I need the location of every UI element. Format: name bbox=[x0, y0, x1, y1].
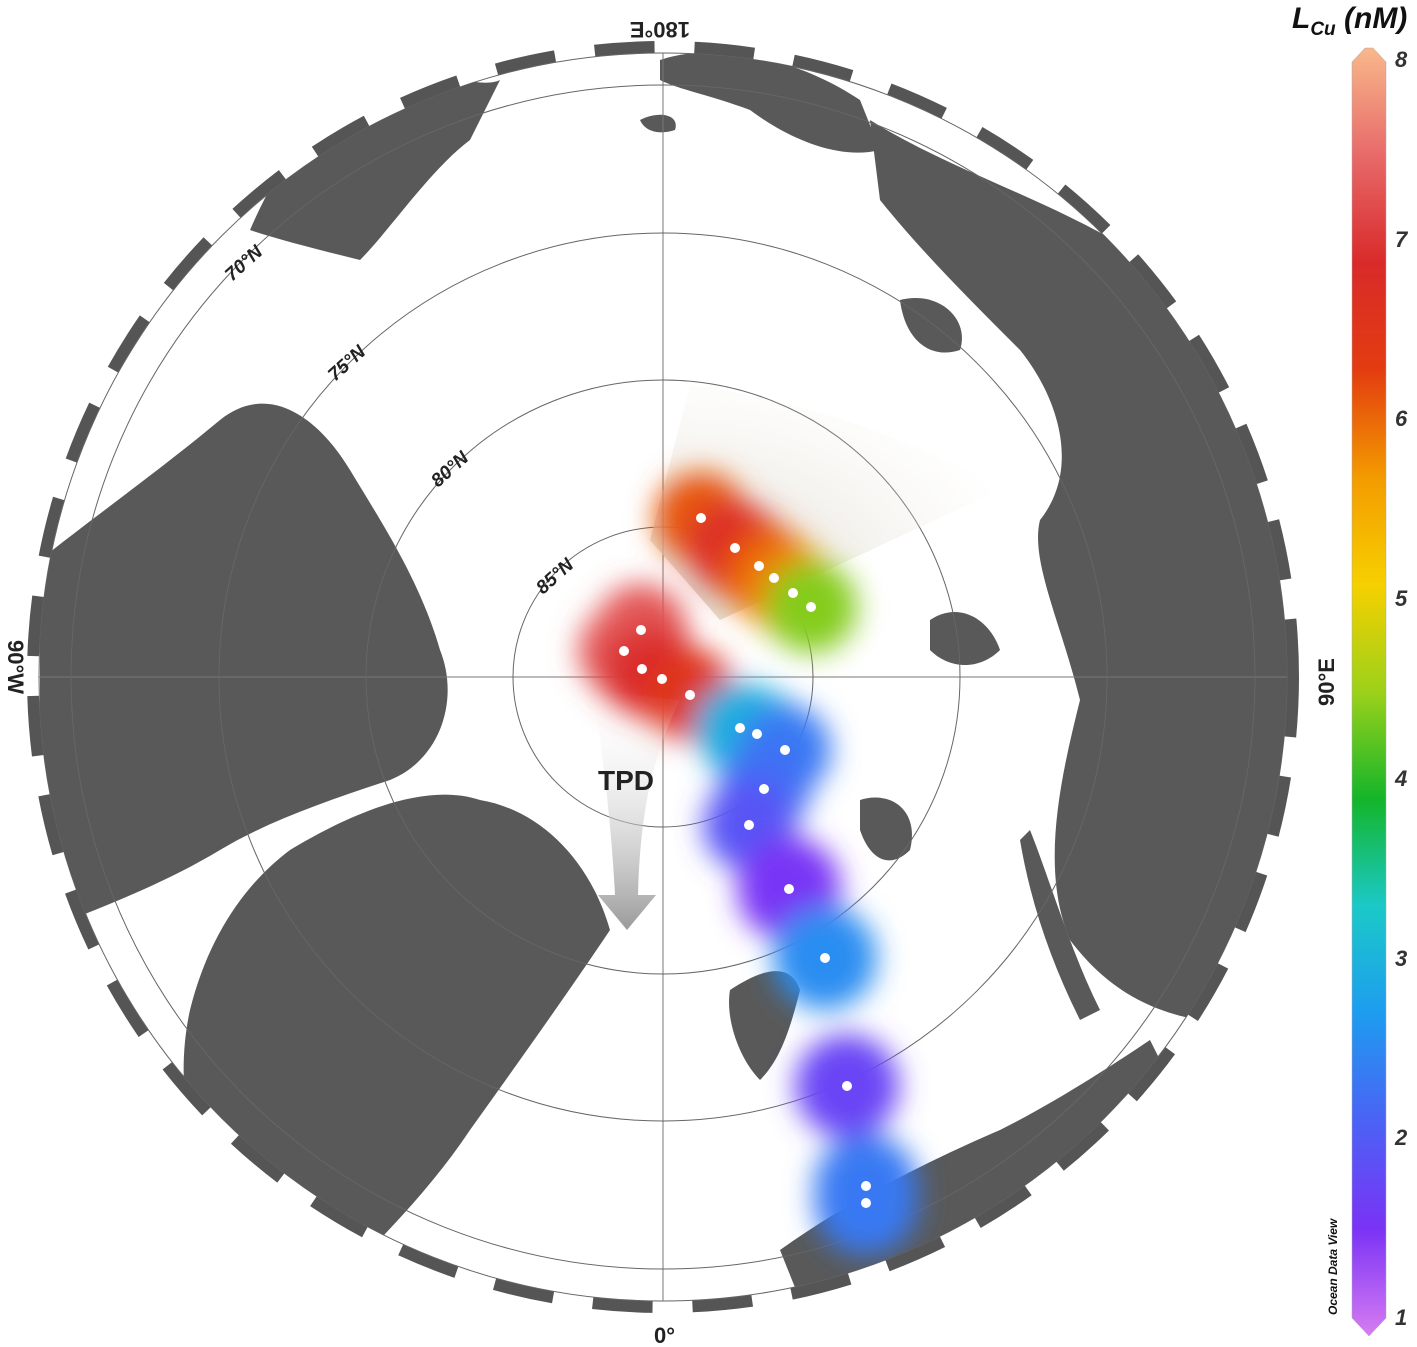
station-dot bbox=[685, 690, 695, 700]
colorbar-tick-label: 1 bbox=[1395, 1305, 1408, 1330]
station-dot bbox=[861, 1181, 871, 1191]
lon-label-90e: 90°E bbox=[1314, 658, 1339, 706]
colorbar-tick-label: 7 bbox=[1395, 226, 1408, 252]
colorbar bbox=[1351, 47, 1387, 1337]
station-dot bbox=[754, 561, 764, 571]
colorbar-tick-label: 8 bbox=[1395, 47, 1408, 72]
canadian-archipelago bbox=[40, 403, 448, 920]
colorbar-tick-label: 4 bbox=[1395, 765, 1408, 791]
station-dot bbox=[637, 664, 647, 674]
franz-josef bbox=[860, 797, 912, 861]
station-dot bbox=[735, 723, 745, 733]
station-dot bbox=[619, 646, 629, 656]
station-dot bbox=[780, 745, 790, 755]
station-dot bbox=[657, 674, 667, 684]
lon-label-90w: 90°W bbox=[3, 640, 28, 694]
tpd-label: TPD bbox=[598, 765, 654, 796]
station-dot bbox=[769, 573, 779, 583]
station-dot bbox=[861, 1198, 871, 1208]
stations bbox=[619, 513, 871, 1208]
tpd-arrow bbox=[595, 690, 680, 930]
station-dot bbox=[752, 729, 762, 739]
station-dot bbox=[788, 588, 798, 598]
alaska-chukotka bbox=[250, 55, 500, 260]
station-dot bbox=[759, 784, 769, 794]
colorbar-tick-label: 3 bbox=[1395, 945, 1408, 971]
station-dot bbox=[744, 820, 754, 830]
lon-label-180: 180°E bbox=[630, 17, 690, 42]
station-dot bbox=[696, 513, 706, 523]
severnaya-zemlya bbox=[930, 611, 1000, 665]
latitude-circles bbox=[70, 84, 1256, 1270]
station-dot bbox=[730, 543, 740, 553]
station-dot bbox=[842, 1081, 852, 1091]
colorbar-title: LCu (nM) bbox=[1292, 2, 1407, 41]
station-dot bbox=[820, 953, 830, 963]
station-dot bbox=[806, 602, 816, 612]
eurasia-east bbox=[870, 120, 1287, 1020]
lon-label-0: 0° bbox=[654, 1323, 675, 1347]
siberia-north bbox=[660, 53, 880, 153]
station-dot bbox=[636, 625, 646, 635]
station-dot bbox=[784, 884, 794, 894]
colorbar-tick-label: 2 bbox=[1395, 1125, 1408, 1151]
title-unit: (nM) bbox=[1344, 2, 1408, 35]
title-subscript: Cu bbox=[1310, 19, 1336, 40]
title-symbol: L bbox=[1292, 2, 1311, 35]
odv-watermark: Ocean Data View bbox=[1326, 1218, 1340, 1315]
colorbar-tick-label: 5 bbox=[1395, 586, 1408, 612]
colorbar-tick-label: 6 bbox=[1395, 406, 1408, 432]
wrangel bbox=[640, 114, 676, 133]
novaya-zemlya bbox=[1020, 830, 1100, 1020]
svalbard bbox=[729, 971, 800, 1080]
